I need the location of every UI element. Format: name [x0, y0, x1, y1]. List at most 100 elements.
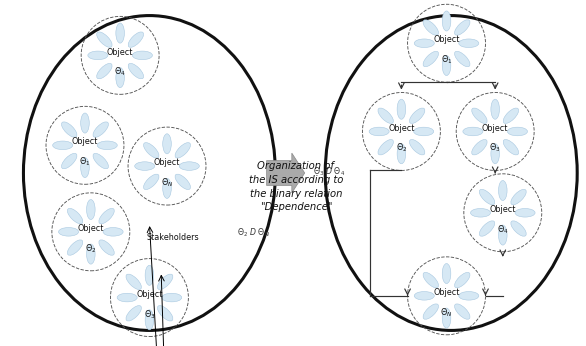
Ellipse shape — [423, 51, 438, 67]
Ellipse shape — [59, 228, 79, 236]
Ellipse shape — [491, 144, 499, 164]
Ellipse shape — [23, 16, 275, 330]
Ellipse shape — [135, 162, 155, 170]
Ellipse shape — [515, 209, 535, 217]
Ellipse shape — [162, 293, 182, 302]
Ellipse shape — [81, 157, 89, 177]
Ellipse shape — [414, 292, 434, 300]
Ellipse shape — [97, 32, 112, 47]
Ellipse shape — [423, 20, 438, 35]
Ellipse shape — [97, 141, 117, 149]
Ellipse shape — [503, 139, 519, 155]
Text: Stakeholders: Stakeholders — [146, 233, 199, 242]
Ellipse shape — [511, 221, 526, 236]
Ellipse shape — [116, 67, 124, 88]
Text: $\Theta_1$: $\Theta_1$ — [441, 54, 452, 66]
Ellipse shape — [144, 143, 159, 158]
Ellipse shape — [471, 209, 490, 217]
Ellipse shape — [472, 108, 487, 124]
Text: $\Theta_N$: $\Theta_N$ — [161, 176, 173, 189]
Ellipse shape — [93, 122, 108, 137]
Ellipse shape — [175, 174, 190, 190]
Ellipse shape — [442, 55, 451, 75]
Ellipse shape — [88, 51, 108, 60]
Ellipse shape — [128, 63, 144, 79]
Ellipse shape — [414, 39, 434, 47]
Text: $\Theta_1$: $\Theta_1$ — [79, 156, 91, 168]
Ellipse shape — [144, 174, 159, 190]
Ellipse shape — [179, 162, 199, 170]
Ellipse shape — [423, 304, 438, 319]
Ellipse shape — [414, 127, 434, 136]
Text: Object: Object — [107, 47, 134, 56]
Ellipse shape — [116, 23, 124, 43]
Ellipse shape — [325, 16, 577, 330]
Ellipse shape — [87, 200, 95, 220]
Ellipse shape — [503, 108, 519, 124]
Ellipse shape — [397, 144, 406, 164]
Ellipse shape — [378, 108, 393, 124]
Text: $\Theta_3$: $\Theta_3$ — [489, 142, 501, 154]
Text: Object: Object — [388, 124, 415, 133]
Ellipse shape — [442, 11, 451, 31]
Ellipse shape — [455, 51, 470, 67]
Ellipse shape — [163, 134, 171, 154]
Ellipse shape — [132, 51, 152, 60]
Ellipse shape — [499, 181, 507, 201]
Text: $\Theta_4$: $\Theta_4$ — [497, 223, 509, 236]
Text: $\Theta_3$: $\Theta_3$ — [144, 308, 155, 320]
Text: Object: Object — [77, 224, 104, 233]
Ellipse shape — [67, 240, 83, 255]
Ellipse shape — [145, 265, 154, 285]
Ellipse shape — [410, 139, 425, 155]
Ellipse shape — [507, 127, 527, 136]
Text: Object: Object — [433, 35, 460, 44]
Ellipse shape — [163, 178, 171, 198]
Ellipse shape — [87, 244, 95, 264]
Ellipse shape — [117, 293, 137, 302]
Ellipse shape — [62, 122, 77, 137]
Text: $\Theta_4$: $\Theta_4$ — [114, 66, 126, 78]
Text: Object: Object — [136, 290, 163, 299]
Text: Object: Object — [489, 205, 516, 214]
Text: $\Theta_2$: $\Theta_2$ — [396, 142, 407, 154]
Ellipse shape — [459, 39, 479, 47]
Text: $\Theta_3\ D\ \Theta_4$: $\Theta_3\ D\ \Theta_4$ — [313, 166, 345, 179]
Text: $\Theta_2$: $\Theta_2$ — [85, 242, 97, 255]
Ellipse shape — [491, 99, 499, 119]
Ellipse shape — [463, 127, 483, 136]
Text: Object: Object — [482, 124, 509, 133]
Ellipse shape — [410, 108, 425, 124]
Text: Object: Object — [433, 288, 460, 297]
Text: $\Theta_2\ D\ \Theta_N$: $\Theta_2\ D\ \Theta_N$ — [237, 227, 270, 239]
Ellipse shape — [126, 274, 141, 290]
Ellipse shape — [499, 225, 507, 245]
Ellipse shape — [455, 304, 470, 319]
Ellipse shape — [442, 308, 451, 328]
Ellipse shape — [99, 240, 114, 255]
Ellipse shape — [93, 153, 108, 169]
Ellipse shape — [97, 63, 112, 79]
Ellipse shape — [369, 127, 389, 136]
Text: Organization of
the IS according to
the binary relation
"Dependence": Organization of the IS according to the … — [248, 162, 343, 212]
Ellipse shape — [67, 208, 83, 224]
Ellipse shape — [158, 274, 173, 290]
Ellipse shape — [397, 99, 406, 119]
Ellipse shape — [103, 228, 123, 236]
Ellipse shape — [53, 141, 73, 149]
Ellipse shape — [472, 139, 487, 155]
Ellipse shape — [423, 272, 438, 288]
Ellipse shape — [126, 306, 141, 321]
Text: $\Theta_N$: $\Theta_N$ — [440, 306, 453, 319]
Ellipse shape — [378, 139, 393, 155]
Ellipse shape — [479, 189, 495, 205]
Ellipse shape — [81, 113, 89, 133]
FancyArrow shape — [267, 153, 305, 193]
Ellipse shape — [128, 32, 144, 47]
Ellipse shape — [442, 264, 451, 284]
Text: Object: Object — [154, 158, 180, 167]
Ellipse shape — [62, 153, 77, 169]
Ellipse shape — [455, 20, 470, 35]
Ellipse shape — [158, 306, 173, 321]
Ellipse shape — [455, 272, 470, 288]
